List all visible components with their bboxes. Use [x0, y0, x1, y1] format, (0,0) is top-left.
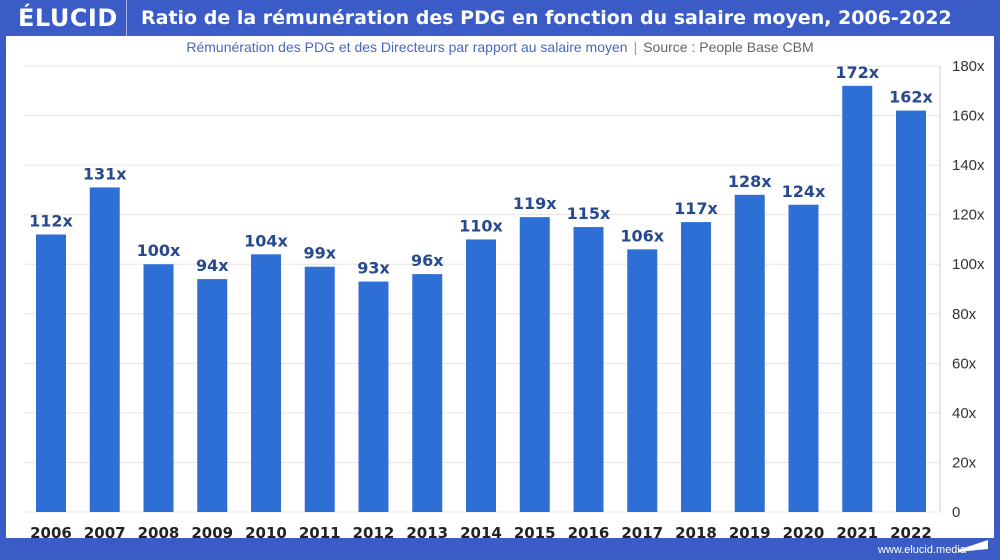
data-label: 94x — [196, 256, 229, 275]
bar-2021 — [842, 85, 873, 513]
x-tick-label: 2020 — [783, 524, 825, 542]
y-tick-label: 60x — [952, 355, 977, 372]
x-tick-label: 2011 — [299, 524, 341, 542]
x-tick-label: 2016 — [568, 524, 610, 542]
data-label: 93x — [357, 259, 390, 278]
bar-2008 — [143, 264, 174, 512]
data-label: 115x — [567, 204, 611, 223]
data-label: 99x — [303, 244, 336, 263]
y-tick-label: 160x — [952, 108, 985, 125]
x-tick-label: 2008 — [138, 524, 180, 542]
bar-2006 — [36, 234, 66, 512]
x-tick-label: 2017 — [621, 524, 663, 542]
x-tick-label: 2010 — [245, 524, 287, 542]
data-label: 172x — [835, 63, 879, 82]
bar-2022 — [896, 110, 926, 512]
elucid-logo: ÉLUCID — [18, 4, 118, 32]
data-label: 128x — [728, 172, 772, 191]
data-label: 106x — [620, 226, 664, 245]
data-label: 104x — [244, 231, 288, 250]
y-tick-label: 80x — [952, 306, 977, 323]
bar-2012 — [358, 281, 389, 512]
x-tick-label: 2007 — [84, 524, 126, 542]
x-tick-label: 2013 — [406, 524, 448, 542]
data-label: 100x — [137, 241, 181, 260]
header-divider — [126, 0, 127, 36]
source-text: Source : People Base CBM — [643, 39, 814, 55]
y-tick-label: 120x — [952, 207, 985, 224]
x-tick-label: 2021 — [836, 524, 878, 542]
x-tick-label: 2006 — [30, 524, 72, 542]
chart-title: Ratio de la rémunération des PDG en fonc… — [141, 7, 952, 29]
bar-2009 — [197, 279, 228, 512]
data-label: 96x — [411, 251, 444, 270]
data-label: 117x — [674, 199, 718, 218]
data-label: 119x — [513, 194, 557, 213]
y-tick-label: 140x — [952, 157, 985, 174]
x-tick-label: 2018 — [675, 524, 717, 542]
data-label: 131x — [83, 164, 127, 183]
bar-2016 — [573, 227, 604, 513]
bar-2013 — [412, 274, 443, 512]
y-tick-label: 40x — [952, 405, 977, 422]
x-tick-label: 2022 — [890, 524, 932, 542]
y-tick-label: 20x — [952, 454, 977, 471]
bar-2007 — [89, 187, 120, 512]
x-tick-label: 2015 — [514, 524, 556, 542]
bar-2011 — [304, 266, 335, 512]
subtitle-text: Rémunération des PDG et des Directeurs p… — [186, 39, 628, 55]
bar-2020 — [788, 204, 819, 512]
y-tick-label: 0 — [952, 504, 960, 521]
y-tick-label: 100x — [952, 256, 985, 273]
website-link[interactable]: www.elucid.media — [877, 544, 966, 556]
bar-2015 — [519, 217, 550, 512]
chart-subtitle: Rémunération des PDG et des Directeurs p… — [186, 39, 814, 55]
data-label: 124x — [782, 182, 826, 201]
data-label: 110x — [459, 216, 503, 235]
bar-2017 — [627, 249, 658, 512]
bar-2010 — [251, 254, 281, 513]
y-tick-label: 180x — [952, 58, 985, 75]
header: ÉLUCID Ratio de la rémunération des PDG … — [0, 0, 1000, 36]
x-tick-label: 2019 — [729, 524, 771, 542]
bar-2019 — [734, 194, 765, 512]
x-tick-label: 2012 — [353, 524, 395, 542]
x-tick-label: 2014 — [460, 524, 502, 542]
data-label: 112x — [29, 211, 73, 230]
bar-2018 — [681, 222, 711, 512]
data-label: 162x — [889, 88, 933, 107]
x-tick-label: 2009 — [191, 524, 233, 542]
bar-2014 — [466, 239, 496, 512]
